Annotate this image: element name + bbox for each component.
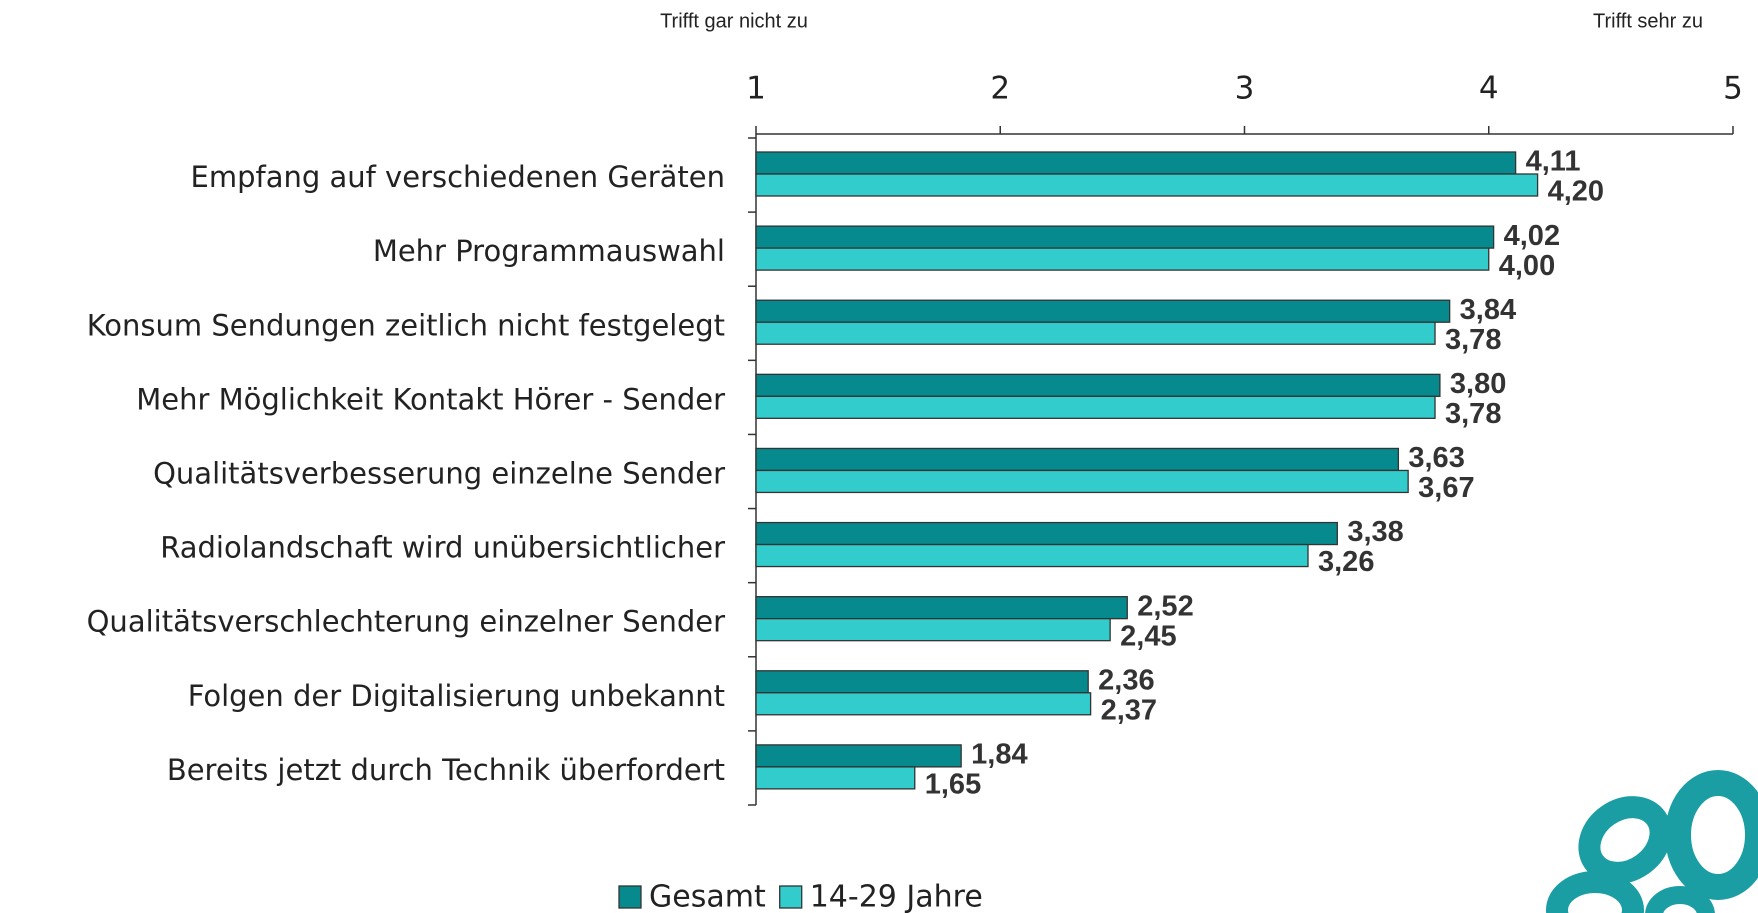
value-label: 2,36 [1098, 664, 1154, 696]
bar [755, 299, 1451, 323]
legend-label: Gesamt [649, 880, 766, 913]
bar [755, 618, 1111, 642]
annotation: Trifft sehr zu [1593, 10, 1703, 32]
bar [755, 692, 1092, 716]
legend-label: 14-29 Jahre [810, 880, 983, 913]
legend-swatch [779, 885, 803, 909]
y-tick-label: Radiolandschaft wird unübersichtlicher [160, 531, 725, 565]
y-tick-label: Folgen der Digitalisierung unbekannt [188, 679, 725, 713]
value-label: 4,02 [1504, 220, 1560, 252]
value-label: 2,52 [1137, 590, 1193, 622]
bar [755, 151, 1517, 175]
bar [755, 447, 1400, 472]
bar [755, 469, 1409, 494]
y-tick-label: Empfang auf verschiedenen Geräten [191, 160, 725, 194]
bar [755, 173, 1539, 197]
value-label: 3,38 [1347, 516, 1403, 548]
x-tick-label: 2 [990, 71, 1010, 107]
value-label: 4,00 [1499, 250, 1555, 282]
value-label: 1,65 [925, 769, 981, 801]
value-label: 3,78 [1445, 398, 1501, 430]
logo [1546, 770, 1758, 913]
bar [755, 766, 916, 790]
value-label: 3,63 [1408, 442, 1464, 474]
value-label: 3,26 [1318, 546, 1374, 578]
x-tick-label: 4 [1479, 71, 1499, 107]
y-tick-label: Mehr Möglichkeit Kontakt Hörer - Sender [136, 382, 725, 416]
y-tick-label: Konsum Sendungen zeitlich nicht festgele… [87, 308, 725, 342]
legend-swatch [618, 885, 642, 909]
bar [755, 373, 1441, 397]
y-tick-label: Bereits jetzt durch Technik überfordert [167, 753, 725, 787]
value-label: 3,67 [1418, 472, 1474, 504]
bar [755, 543, 1309, 568]
value-label: 2,45 [1120, 620, 1176, 652]
bar [755, 670, 1089, 694]
bar [755, 521, 1338, 546]
y-tick-label: Qualitätsverbesserung einzelne Sender [153, 457, 725, 491]
bar [755, 225, 1495, 249]
y-tick-label: Qualitätsverschlechterung einzelner Send… [87, 605, 725, 639]
bar [755, 321, 1436, 345]
value-label: 4,11 [1526, 146, 1581, 178]
value-label: 4,20 [1548, 176, 1604, 208]
value-label: 3,80 [1450, 368, 1506, 400]
value-label: 3,84 [1460, 294, 1516, 326]
bar [755, 596, 1128, 620]
x-tick-label: 5 [1723, 71, 1743, 107]
annotation: Trifft gar nicht zu [660, 10, 808, 32]
value-label: 1,84 [971, 739, 1027, 771]
y-tick-label: Mehr Programmauswahl [373, 234, 725, 268]
x-tick-label: 3 [1235, 71, 1255, 107]
bar [755, 744, 962, 768]
bar [755, 247, 1490, 271]
x-tick-label: 1 [746, 71, 766, 107]
value-label: 3,78 [1445, 324, 1501, 356]
value-label: 2,37 [1101, 694, 1157, 726]
bar [755, 395, 1436, 419]
